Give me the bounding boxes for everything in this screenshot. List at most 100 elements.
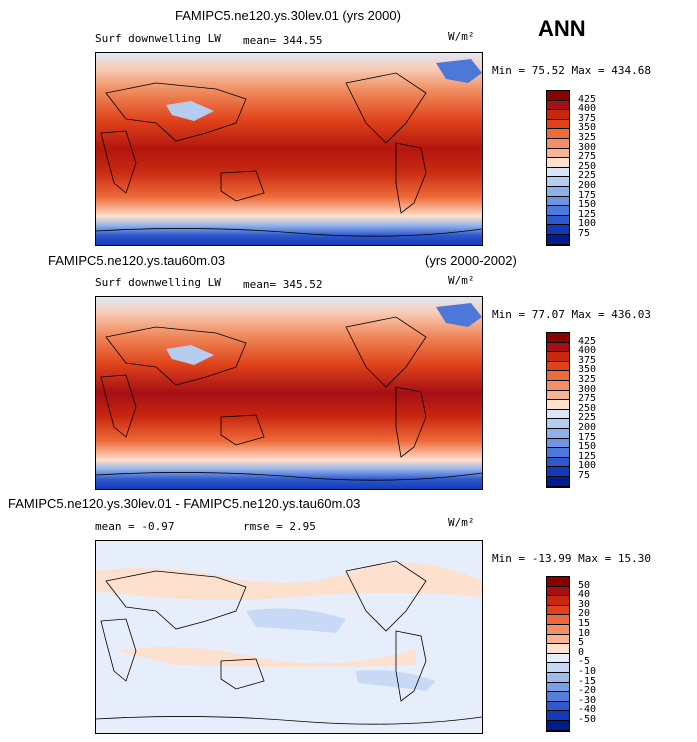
panel2-minmax: Min = 77.07 Max = 436.03 <box>492 308 651 321</box>
colorbar-tick-label: 200 <box>578 180 597 191</box>
panel3-mean: mean = -0.97 <box>95 520 175 533</box>
colorbar-swatch <box>547 615 569 625</box>
colorbar-swatch <box>547 577 569 587</box>
colorbar-tick-label: 75 <box>578 228 591 239</box>
colorbar-tick-label: 30 <box>578 598 591 610</box>
panel1-map <box>95 52 483 246</box>
colorbar-swatch <box>547 100 569 111</box>
panel3-colorbar <box>546 576 570 732</box>
colorbar-swatch <box>547 158 569 168</box>
panel2-map-field <box>96 297 482 489</box>
colorbar-tick-label: 375 <box>578 354 597 366</box>
colorbar-swatch <box>547 720 569 731</box>
colorbar-swatch <box>547 711 569 721</box>
colorbar-tick-label: 50 <box>578 579 591 591</box>
colorbar-swatch <box>547 342 569 353</box>
colorbar-swatch <box>547 167 569 178</box>
colorbar-tick-label: 10 <box>578 627 591 639</box>
colorbar-tick-label: 350 <box>578 364 597 376</box>
colorbar-tick-label: 400 <box>578 103 597 115</box>
colorbar-tick-label: 175 <box>578 189 597 201</box>
colorbar-swatch <box>547 110 569 120</box>
colorbar-tick-label: 225 <box>578 412 597 424</box>
colorbar-swatch <box>547 177 569 187</box>
colorbar-tick-label: 200 <box>578 422 597 433</box>
colorbar-tick-label: -40 <box>578 704 597 716</box>
panel1-map-field <box>96 53 482 245</box>
colorbar-swatch <box>547 186 569 197</box>
colorbar-swatch <box>547 476 569 487</box>
colorbar-tick-label: 250 <box>578 160 597 172</box>
colorbar-tick-label: 300 <box>578 141 597 153</box>
colorbar-tick-label: 15 <box>578 618 591 629</box>
colorbar-swatch <box>547 624 569 635</box>
panel1-title: FAMIPC5.ne120.ys.30lev.01 (yrs 2000) <box>175 8 401 23</box>
panel2-map <box>95 296 483 490</box>
colorbar-tick-label: 300 <box>578 383 597 395</box>
panel2-years: (yrs 2000-2002) <box>425 253 517 268</box>
colorbar-tick-label: 325 <box>578 374 597 385</box>
panel3-units: W/m² <box>448 516 475 529</box>
colorbar-swatch <box>547 438 569 449</box>
colorbar-tick-label: 125 <box>578 208 597 220</box>
colorbar-swatch <box>547 448 569 458</box>
colorbar-tick-label: 150 <box>578 441 597 453</box>
colorbar-swatch <box>547 361 569 372</box>
panel1-variable-label: Surf downwelling LW <box>95 32 221 45</box>
colorbar-tick-label: 5 <box>578 637 585 649</box>
panel2-title: FAMIPC5.ne120.ys.tau60m.03 <box>48 253 226 268</box>
colorbar-swatch <box>547 352 569 362</box>
colorbar-tick-label: 250 <box>578 402 597 414</box>
colorbar-tick-label: -10 <box>578 666 597 677</box>
panel1-minmax: Min = 75.52 Max = 434.68 <box>492 64 651 77</box>
panel2-mean: mean= 345.52 <box>243 278 323 291</box>
colorbar-swatch <box>547 390 569 401</box>
colorbar-swatch <box>547 206 569 216</box>
colorbar-tick-label: -15 <box>578 675 597 687</box>
colorbar-swatch <box>547 215 569 226</box>
colorbar-swatch <box>547 701 569 712</box>
colorbar-tick-label: 425 <box>578 93 597 105</box>
colorbar-swatch <box>547 682 569 693</box>
colorbar-swatch <box>547 225 569 235</box>
colorbar-swatch <box>547 91 569 101</box>
colorbar-tick-label: 175 <box>578 431 597 443</box>
colorbar-tick-label: 400 <box>578 345 597 357</box>
colorbar-swatch <box>547 409 569 420</box>
colorbar-tick-label: 275 <box>578 393 597 405</box>
panel1-mean: mean= 344.55 <box>243 34 323 47</box>
colorbar-tick-label: 75 <box>578 470 591 481</box>
colorbar-swatch <box>547 672 569 683</box>
colorbar-swatch <box>547 586 569 597</box>
colorbar-tick-label: 375 <box>578 112 597 124</box>
colorbar-tick-label: -30 <box>578 694 597 706</box>
colorbar-tick-label: 350 <box>578 122 597 134</box>
panel1-units: W/m² <box>448 30 475 43</box>
panel1-colorbar <box>546 90 570 246</box>
colorbar-swatch <box>547 634 569 645</box>
colorbar-swatch <box>547 196 569 207</box>
colorbar-swatch <box>547 400 569 410</box>
panel3-rmse: rmse = 2.95 <box>243 520 316 533</box>
colorbar-swatch <box>547 119 569 130</box>
colorbar-swatch <box>547 653 569 664</box>
colorbar-swatch <box>547 129 569 139</box>
colorbar-swatch <box>547 148 569 159</box>
colorbar-tick-label: 225 <box>578 170 597 182</box>
season-label: ANN <box>538 16 586 41</box>
panel3-map-field <box>96 541 482 733</box>
colorbar-swatch <box>547 457 569 468</box>
panel3-map <box>95 540 483 734</box>
colorbar-swatch <box>547 333 569 343</box>
colorbar-tick-label: 150 <box>578 199 597 211</box>
panel3-title: FAMIPC5.ne120.ys.30lev.01 - FAMIPC5.ne12… <box>8 496 361 511</box>
colorbar-swatch <box>547 663 569 673</box>
colorbar-swatch <box>547 380 569 391</box>
colorbar-tick-label: -50 <box>578 714 597 725</box>
colorbar-tick-label: 425 <box>578 335 597 347</box>
panel2-units: W/m² <box>448 274 475 287</box>
colorbar-tick-label: 275 <box>578 151 597 163</box>
colorbar-swatch <box>547 692 569 702</box>
colorbar-tick-label: 40 <box>578 589 591 601</box>
colorbar-swatch <box>547 428 569 439</box>
